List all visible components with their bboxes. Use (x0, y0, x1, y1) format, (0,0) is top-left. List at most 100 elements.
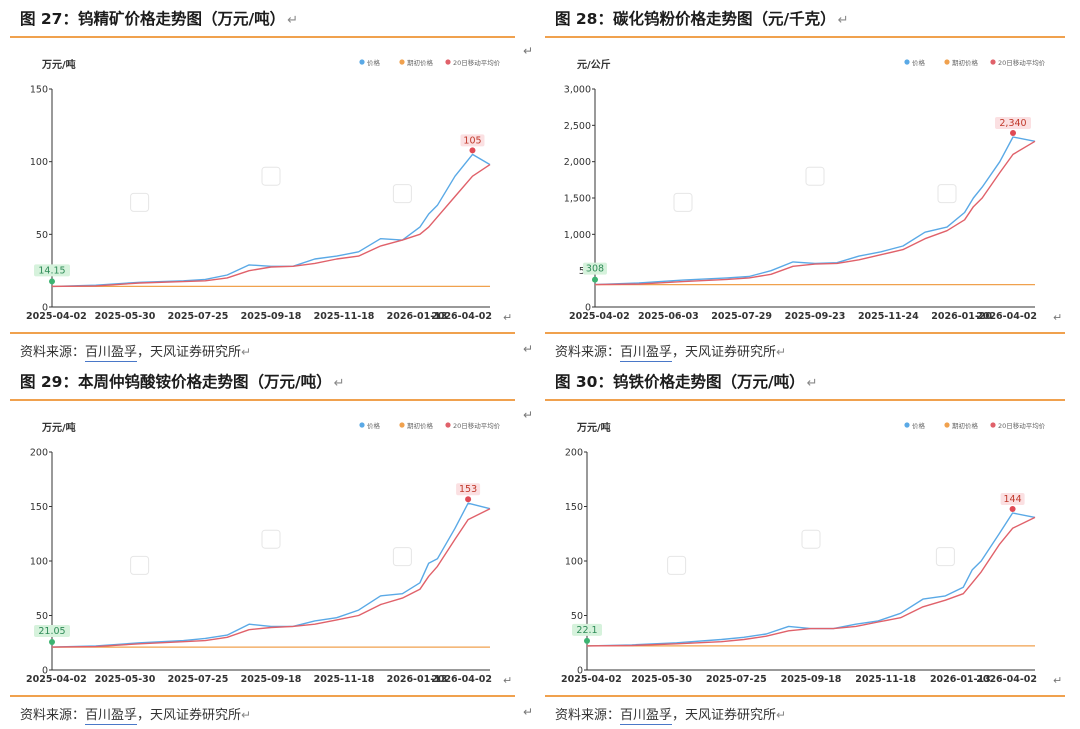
x-tick-label: 2025-04-02 (569, 311, 630, 322)
figure-30: 图 30：钨铁价格走势图（万元/吨） ↵ 万元/吨 价格 期初价格 20日移动平均价 0 5… (545, 367, 1065, 727)
title-rule (10, 399, 515, 401)
peak-label: 2,340 (999, 118, 1026, 129)
legend-entry: 20日移动平均价 (453, 58, 501, 67)
moving-average-line (594, 140, 1036, 286)
start-marker (49, 639, 55, 646)
y-unit-label: 万元/吨 (576, 421, 611, 434)
peak-marker (1010, 129, 1016, 136)
source-note: 资料来源：百川盈孚，天风证券研究所↵ (555, 345, 787, 362)
figure-title: 图 29：本周仲钨酸铵价格走势图（万元/吨） ↵ (20, 373, 345, 391)
source-note: 资料来源：百川盈孚，天风证券研究所↵ (20, 708, 252, 725)
price-line (586, 512, 1036, 647)
y-tick-label: 0 (585, 303, 591, 314)
x-tick-label: 2025-09-18 (781, 674, 842, 685)
source-rule (10, 332, 515, 334)
legend-entry: 20日移动平均价 (998, 58, 1046, 67)
watermark (261, 529, 281, 549)
y-unit-label: 万元/吨 (41, 58, 76, 71)
x-tick-label: 2026-01-13 (387, 674, 448, 685)
title-rule (545, 36, 1065, 38)
start-label-box (583, 262, 607, 275)
start-label: 22.1 (576, 625, 597, 636)
legend-entry: 20日移动平均价 (453, 421, 501, 430)
source-link[interactable]: 百川盈孚 (620, 345, 673, 362)
price-line (51, 153, 491, 288)
legend-entry: 期初价格 (952, 421, 979, 430)
x-tick-label: 2026-01-13 (387, 311, 448, 322)
watermark (392, 547, 412, 567)
y-tick-label: 150 (565, 502, 583, 513)
x-tick-label: 2026-04-02 (431, 311, 492, 322)
price-line (594, 136, 1036, 286)
legend-entry: 20日移动平均价 (998, 421, 1046, 430)
chart-28: 元/公斤价格期初价格20日移动平均价0501,0001,5002,0002,50… (564, 58, 1062, 324)
peak-marker (469, 147, 476, 154)
watermark (805, 166, 825, 186)
start-label-box (34, 264, 70, 277)
figure-title: 图 28：碳化钨粉价格走势图（元/千克） ↵ (555, 10, 849, 28)
start-marker (592, 276, 598, 283)
source-link[interactable]: 百川盈孚 (620, 708, 673, 725)
x-tick-label: 2026-04-02 (431, 674, 492, 685)
figure-title: 图 30：钨铁价格走势图（万元/吨） ↵ (555, 373, 818, 391)
legend-swatch (990, 422, 996, 428)
title-rule (545, 399, 1065, 401)
legend-swatch (944, 59, 950, 65)
watermark (261, 166, 281, 186)
watermark (130, 192, 150, 212)
watermark (667, 555, 687, 575)
source-link[interactable]: 百川盈孚 (85, 708, 138, 725)
start-label-box (34, 625, 70, 638)
legend-entry: 期初价格 (407, 421, 434, 430)
y-tick-label: 0 (577, 666, 583, 677)
peak-marker (465, 496, 472, 503)
legend-swatch (359, 59, 365, 65)
legend-swatch (904, 422, 910, 428)
source-link[interactable]: 百川盈孚 (85, 345, 138, 362)
source-rule (10, 695, 515, 697)
price-line (51, 502, 491, 648)
watermark (937, 184, 957, 204)
y-tick-label: 1,500 (564, 194, 591, 205)
x-tick-label: 2025-07-25 (168, 674, 229, 685)
start-marker (584, 637, 590, 644)
x-tick-label: 2025-04-02 (26, 311, 87, 322)
y-tick-label: 50 (36, 611, 48, 622)
watermark (801, 529, 821, 549)
start-label: 308 (586, 264, 604, 275)
legend-swatch (445, 422, 451, 428)
x-tick-label: 2026-01-13 (930, 674, 991, 685)
return-mark: ↵ (523, 342, 534, 356)
y-tick-label: 200 (30, 448, 48, 459)
legend-entry: 价格 (912, 58, 926, 67)
watermark (673, 192, 693, 212)
y-tick-label: 100 (30, 557, 48, 568)
x-tick-label: 2025-05-30 (631, 674, 692, 685)
y-tick-label: 2,000 (564, 157, 591, 168)
x-tick-label: 2025-07-25 (168, 311, 229, 322)
legend-swatch (944, 422, 950, 428)
figure-28: 图 28：碳化钨粉价格走势图（元/千克） ↵ 元/公斤 价格 期初价格 20日移动平均价… (545, 4, 1065, 362)
x-tick-label: 2025-07-25 (706, 674, 767, 685)
source-note: 资料来源：百川盈孚，天风证券研究所↵ (555, 708, 787, 725)
x-tick-label: 2025-05-30 (95, 311, 156, 322)
x-tick-label: 2025-09-18 (241, 674, 302, 685)
y-tick-label: 1,000 (564, 230, 591, 241)
legend-entry: 期初价格 (952, 58, 979, 67)
return-mark: ↵ (523, 705, 534, 719)
x-tick-label: 2026-04-02 (976, 674, 1037, 685)
peak-label-box (1000, 493, 1025, 506)
moving-average-line (51, 164, 491, 288)
y-tick-label: 3,000 (564, 85, 591, 96)
return-mark: ↵ (1053, 311, 1062, 324)
legend-swatch (399, 422, 405, 428)
legend-entry: 期初价格 (407, 58, 434, 67)
source-note: 资料来源：百川盈孚，天风证券研究所↵ (20, 345, 252, 362)
legend-entry: 价格 (367, 421, 381, 430)
peak-label-box (995, 116, 1031, 129)
x-tick-label: 2026-01-20 (931, 311, 992, 322)
source-rule (545, 332, 1065, 334)
start-label: 21.05 (38, 626, 65, 637)
y-tick-label: 0 (42, 303, 48, 314)
y-tick-label: 100 (30, 157, 48, 168)
